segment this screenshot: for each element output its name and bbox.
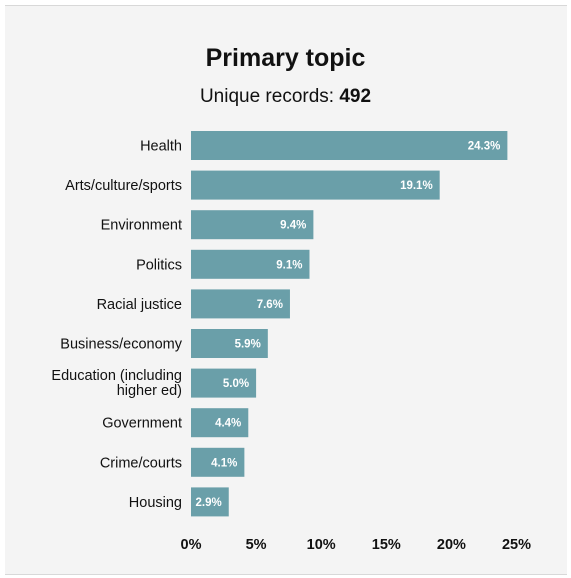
x-tick-label: 20% [437, 537, 466, 553]
bar [191, 487, 229, 517]
category-label: Education (including higher ed) [51, 368, 182, 399]
category-label: Environment [101, 218, 182, 234]
bar [191, 368, 257, 398]
bar [191, 408, 249, 438]
category-label: Government [102, 416, 182, 432]
subtitle-label: Unique records: [199, 86, 335, 107]
category-label: Health [140, 139, 182, 155]
bar-value-label: 2.9% [196, 497, 222, 509]
bar [191, 249, 310, 279]
bar [191, 210, 314, 240]
bar-value-label: 7.6% [257, 299, 283, 311]
bar [191, 447, 245, 477]
x-tick-label: 10% [307, 537, 336, 553]
bar [191, 131, 508, 160]
bar [191, 170, 440, 200]
category-label: Politics [136, 257, 182, 273]
category-label: Business/economy [60, 337, 182, 353]
bar-value-label: 5.9% [235, 339, 261, 351]
subtitle-value: 492 [339, 86, 372, 107]
bar [191, 329, 268, 358]
bar-value-label: 9.4% [280, 220, 306, 232]
x-tick-label: 25% [502, 537, 531, 553]
bar-value-label: 24.3% [468, 141, 501, 153]
x-tick-label: 15% [372, 537, 401, 553]
bar [191, 289, 290, 319]
chart-title: Primary topic [205, 44, 366, 72]
bar-value-label: 5.0% [223, 378, 249, 390]
bar-value-label: 9.1% [276, 259, 302, 271]
bar-value-label: 19.1% [400, 180, 433, 192]
chart-subtitle: Unique records: 492 [0, 86, 571, 108]
bar-value-label: 4.4% [215, 418, 241, 430]
bar-value-label: 4.1% [211, 457, 237, 469]
category-label: Crime/courts [100, 455, 182, 471]
category-label: Racial justice [97, 297, 182, 313]
category-label: Housing [129, 495, 182, 511]
x-tick-label: 0% [181, 537, 202, 553]
category-label: Arts/culture/sports [65, 178, 182, 194]
x-tick-label: 5% [246, 537, 267, 553]
